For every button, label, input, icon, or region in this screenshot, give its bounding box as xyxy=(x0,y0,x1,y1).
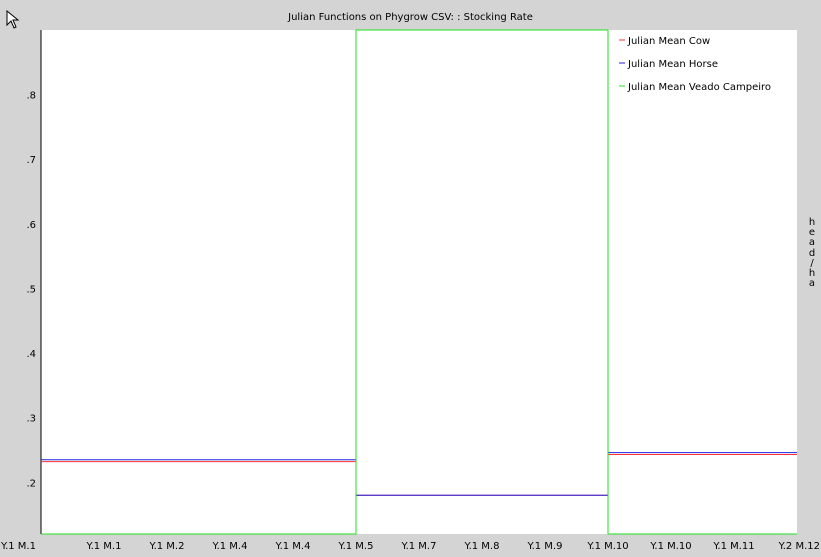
x-tick-label: Y.1 M.7 xyxy=(401,541,437,552)
x-tick-label: Y.1 M.1 xyxy=(0,541,36,552)
y-tick-layer: .2 .3 .4 .5 .6 .7 .8 xyxy=(26,91,36,490)
y-tick-label: .2 xyxy=(26,478,36,489)
plot-area xyxy=(41,30,797,534)
y-tick-label: .6 xyxy=(26,220,36,231)
x-tick-label: Y.1 M.2 xyxy=(149,541,185,552)
x-tick-label: Y.1 M.5 xyxy=(338,541,374,552)
x-tick-label: Y.1 M.4 xyxy=(212,541,248,552)
series-layer xyxy=(41,29,797,535)
x-tick-label: Y.2 M.12 xyxy=(778,541,820,552)
chart-title: Julian Functions on Phygrow CSV: : Stock… xyxy=(288,12,533,23)
y-tick-label: .7 xyxy=(26,155,36,166)
y-tick-label: .4 xyxy=(26,349,36,360)
series-line-1 xyxy=(41,452,797,496)
legend: Julian Mean Cow Julian Mean Horse Julian M… xyxy=(619,36,771,93)
x-tick-label: Y.1 M.9 xyxy=(527,541,563,552)
legend-label: Julian Mean Veado Campeiro xyxy=(627,82,771,93)
y-tick-label: .8 xyxy=(26,91,36,102)
series-line-2 xyxy=(41,29,797,535)
legend-label: Julian Mean Horse xyxy=(627,59,718,70)
x-tick-label: Y.1 M.10 xyxy=(649,541,691,552)
mouse-pointer-icon xyxy=(6,10,20,29)
x-tick-label: Y.1 M.4 xyxy=(275,541,311,552)
y-axis-label: h e a d / h a xyxy=(808,217,816,290)
x-tick-label: Y.1 M.11 xyxy=(712,541,754,552)
x-tick-label: Y.1 M.1 xyxy=(86,541,122,552)
y-tick-label: .3 xyxy=(26,414,36,425)
legend-label: Julian Mean Cow xyxy=(627,36,710,47)
x-tick-label: Y.1 M.8 xyxy=(464,541,500,552)
y-tick-label: .5 xyxy=(26,284,36,295)
x-tick-layer: Y.1 M.1 Y.1 M.1 Y.1 M.2 Y.1 M.4 Y.1 M.4 Y.1 M… xyxy=(0,541,820,552)
x-tick-label: Y.1 M.10 xyxy=(586,541,628,552)
